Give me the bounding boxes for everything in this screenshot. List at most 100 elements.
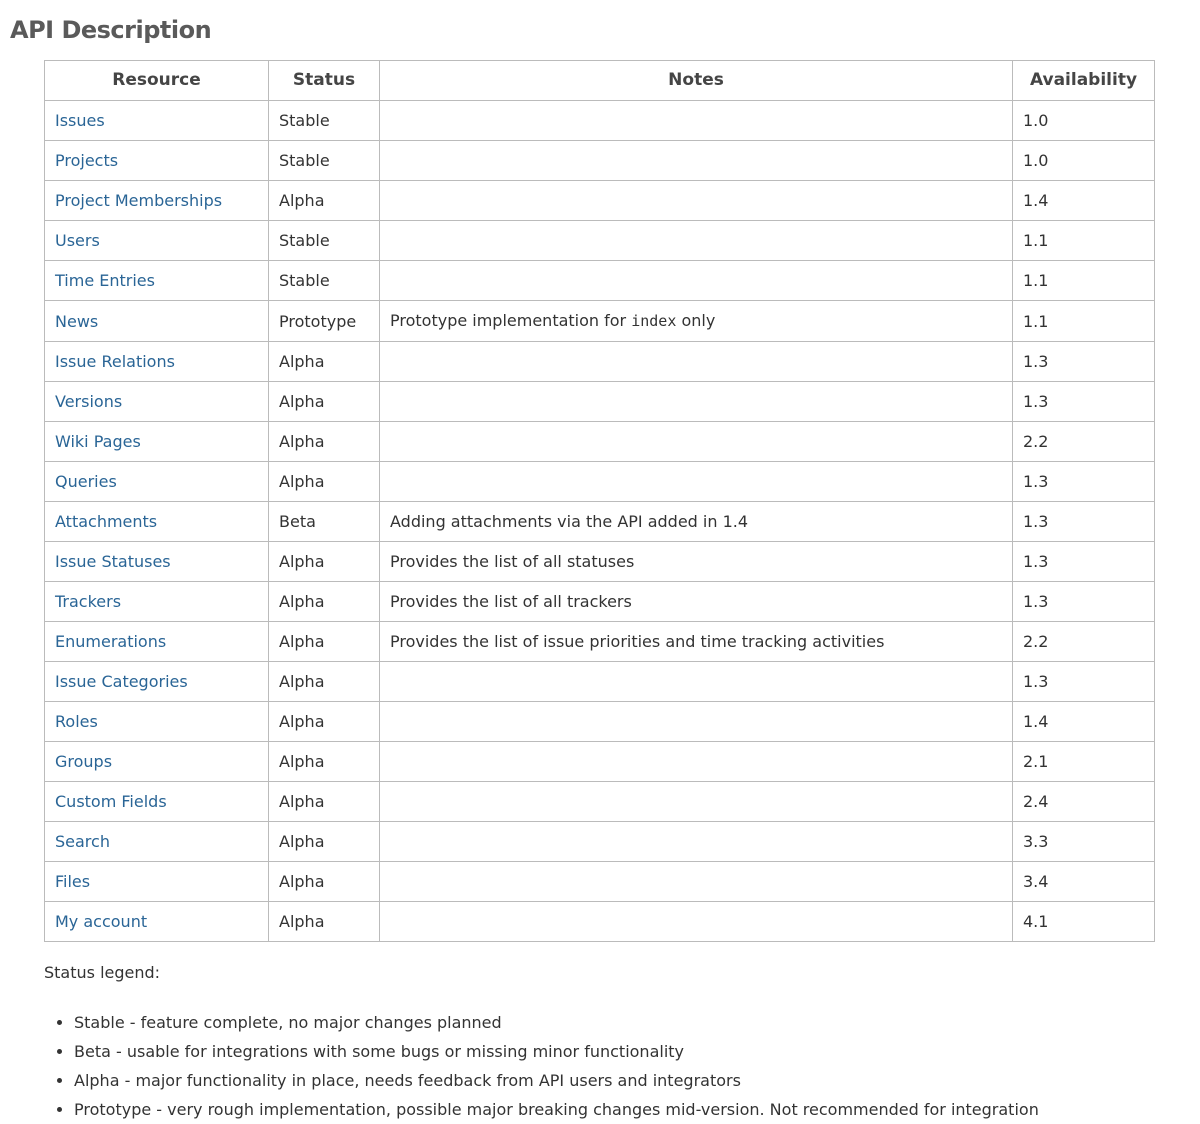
table-row: Custom FieldsAlpha2.4: [45, 782, 1155, 822]
status-cell: Alpha: [269, 742, 380, 782]
table-row: NewsPrototypePrototype implementation fo…: [45, 301, 1155, 342]
availability-cell: 1.1: [1013, 221, 1155, 261]
resource-link[interactable]: Queries: [55, 472, 117, 491]
resource-cell: News: [45, 301, 269, 342]
table-row: Users Stable 1.1: [45, 221, 1155, 261]
resource-cell: Custom Fields: [45, 782, 269, 822]
resource-link[interactable]: Attachments: [55, 512, 157, 531]
resource-cell: Attachments: [45, 502, 269, 542]
resource-cell: Issues: [45, 101, 269, 141]
resource-link[interactable]: Versions: [55, 392, 122, 411]
availability-cell: 1.3: [1013, 502, 1155, 542]
availability-cell: 4.1: [1013, 902, 1155, 942]
notes-cell: [380, 862, 1013, 902]
resource-link[interactable]: Files: [55, 872, 90, 891]
notes-cell: Provides the list of all trackers: [380, 582, 1013, 622]
resource-link[interactable]: Project Memberships: [55, 191, 222, 210]
availability-cell: 1.3: [1013, 342, 1155, 382]
availability-cell: 1.0: [1013, 141, 1155, 181]
availability-cell: 2.4: [1013, 782, 1155, 822]
resource-cell: Enumerations: [45, 622, 269, 662]
resource-link[interactable]: Issue Relations: [55, 352, 175, 371]
resource-link[interactable]: Issue Statuses: [55, 552, 171, 571]
status-cell: Alpha: [269, 462, 380, 502]
status-cell: Stable: [269, 261, 380, 301]
table-row: Issue RelationsAlpha1.3: [45, 342, 1155, 382]
availability-cell: 1.4: [1013, 702, 1155, 742]
notes-cell: Adding attachments via the API added in …: [380, 502, 1013, 542]
status-cell: Alpha: [269, 622, 380, 662]
table-row: ProjectsStable1.0: [45, 141, 1155, 181]
table-row: IssuesStable1.0: [45, 101, 1155, 141]
notes-cell: [380, 181, 1013, 221]
resource-cell: Groups: [45, 742, 269, 782]
status-cell: Alpha: [269, 542, 380, 582]
resource-link[interactable]: Custom Fields: [55, 792, 167, 811]
api-table-head: Resource Status Notes Availability: [45, 61, 1155, 101]
api-resources-table: Resource Status Notes Availability Issue…: [44, 60, 1155, 942]
status-legend-item: Prototype - very rough implementation, p…: [74, 1095, 1200, 1124]
resource-cell: Issue Categories: [45, 662, 269, 702]
resource-link[interactable]: Enumerations: [55, 632, 166, 651]
resource-link[interactable]: Time Entries: [55, 271, 155, 290]
resource-link[interactable]: Issue Categories: [55, 672, 188, 691]
resource-cell: Search: [45, 822, 269, 862]
status-cell: Alpha: [269, 382, 380, 422]
status-cell: Alpha: [269, 702, 380, 742]
table-row: Roles Alpha 1.4: [45, 702, 1155, 742]
status-cell: Beta: [269, 502, 380, 542]
resource-link[interactable]: News: [55, 312, 98, 331]
table-row: Project MembershipsAlpha1.4: [45, 181, 1155, 221]
status-cell: Alpha: [269, 422, 380, 462]
resource-link[interactable]: Projects: [55, 151, 118, 170]
resource-cell: Issue Relations: [45, 342, 269, 382]
notes-cell: [380, 422, 1013, 462]
availability-cell: 1.3: [1013, 662, 1155, 702]
resource-link[interactable]: My account: [55, 912, 147, 931]
availability-cell: 1.1: [1013, 261, 1155, 301]
resource-cell: Wiki Pages: [45, 422, 269, 462]
wiki-content: API Description Resource Status Notes Av…: [0, 16, 1200, 1124]
status-cell: Alpha: [269, 181, 380, 221]
availability-cell: 2.1: [1013, 742, 1155, 782]
notes-cell: [380, 902, 1013, 942]
table-row: FilesAlpha3.4: [45, 862, 1155, 902]
notes-cell: [380, 221, 1013, 261]
column-header-notes: Notes: [380, 61, 1013, 101]
resource-link[interactable]: Wiki Pages: [55, 432, 141, 451]
availability-cell: 2.2: [1013, 422, 1155, 462]
resource-link[interactable]: Issues: [55, 111, 105, 130]
resource-link[interactable]: Search: [55, 832, 110, 851]
resource-link[interactable]: Users: [55, 231, 100, 250]
notes-cell: [380, 462, 1013, 502]
resource-cell: Roles: [45, 702, 269, 742]
availability-cell: 1.3: [1013, 542, 1155, 582]
status-cell: Alpha: [269, 582, 380, 622]
resource-link[interactable]: Roles: [55, 712, 98, 731]
column-header-status: Status: [269, 61, 380, 101]
table-row: Wiki Pages Alpha 2.2: [45, 422, 1155, 462]
availability-cell: 2.2: [1013, 622, 1155, 662]
table-row: Trackers AlphaProvides the list of all tr…: [45, 582, 1155, 622]
status-cell: Alpha: [269, 822, 380, 862]
status-cell: Stable: [269, 221, 380, 261]
status-cell: Alpha: [269, 862, 380, 902]
api-table-body: IssuesStable1.0ProjectsStable1.0Project …: [45, 101, 1155, 942]
availability-cell: 1.3: [1013, 382, 1155, 422]
resource-cell: My account: [45, 902, 269, 942]
status-cell: Alpha: [269, 662, 380, 702]
resource-cell: Versions: [45, 382, 269, 422]
status-legend-item: Alpha - major functionality in place, ne…: [74, 1066, 1200, 1095]
availability-cell: 1.3: [1013, 462, 1155, 502]
resource-cell: Project Memberships: [45, 181, 269, 221]
resource-cell: Trackers: [45, 582, 269, 622]
notes-cell: [380, 101, 1013, 141]
notes-cell: [380, 822, 1013, 862]
availability-cell: 1.3: [1013, 582, 1155, 622]
availability-cell: 3.3: [1013, 822, 1155, 862]
table-row: My accountAlpha4.1: [45, 902, 1155, 942]
resource-link[interactable]: Trackers: [55, 592, 121, 611]
page-title: API Description: [10, 16, 1200, 44]
status-legend-list: Stable - feature complete, no major chan…: [44, 1008, 1200, 1124]
resource-link[interactable]: Groups: [55, 752, 112, 771]
